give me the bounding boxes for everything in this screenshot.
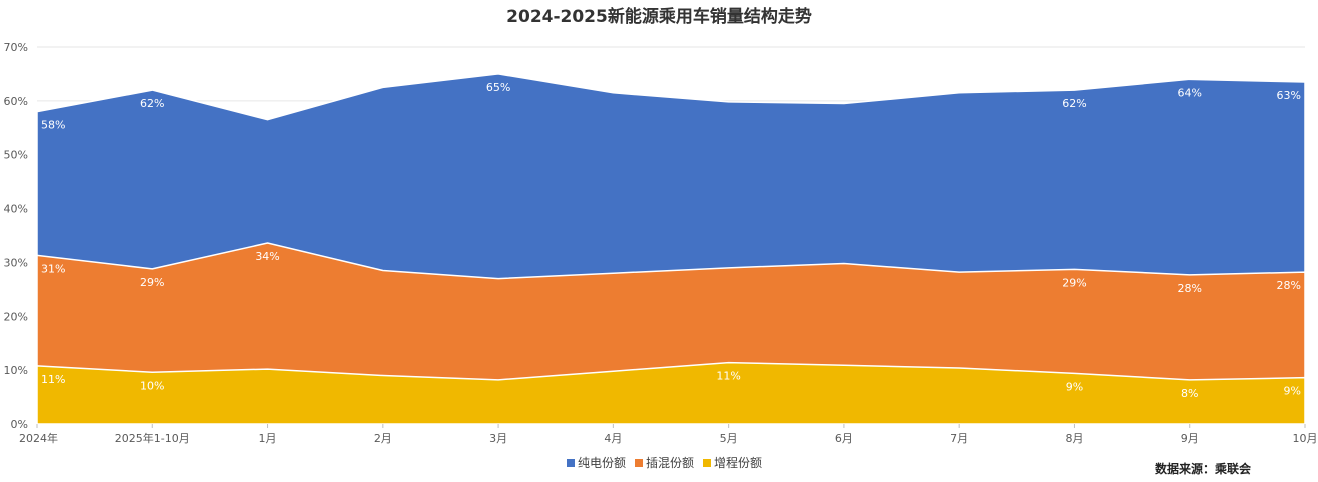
- x-tick-label: 10月: [1293, 432, 1318, 445]
- y-tick-label: 10%: [4, 364, 28, 377]
- data-label: 31%: [41, 262, 65, 275]
- x-tick-label: 5月: [720, 432, 738, 445]
- series-area-3: [36, 361, 1306, 425]
- data-label: 62%: [140, 97, 164, 110]
- x-tick-label: 2025年1-10月: [115, 431, 190, 445]
- x-tick-label: 2月: [374, 432, 392, 445]
- legend-swatch: [635, 459, 643, 467]
- x-tick-label: 8月: [1065, 432, 1083, 445]
- data-label: 34%: [255, 250, 279, 263]
- data-label: 28%: [1277, 279, 1301, 292]
- data-label: 63%: [1277, 89, 1301, 102]
- x-tick-label: 3月: [489, 432, 507, 445]
- data-label: 29%: [140, 276, 164, 289]
- data-label: 64%: [1178, 86, 1202, 99]
- data-label: 28%: [1178, 282, 1202, 295]
- data-label: 11%: [41, 373, 65, 386]
- data-label: 62%: [1062, 97, 1086, 110]
- chart-title: 2024-2025新能源乘用车销量结构走势: [506, 6, 812, 27]
- legend-swatch: [703, 459, 711, 467]
- y-tick-label: 0%: [11, 418, 28, 431]
- legend-label: 插混份额: [646, 456, 694, 470]
- x-tick-label: 6月: [835, 432, 853, 445]
- data-label: 11%: [716, 370, 740, 383]
- legend: 纯电份额 插混份额 增程份额: [567, 455, 762, 470]
- data-labels: 58% 62% 65% 62% 64% 63% 31% 29% 34% 29% 28% 28% 11% 1…: [41, 81, 1301, 400]
- x-tick-label: 1月: [259, 432, 277, 445]
- legend-label: 增程份额: [714, 455, 762, 470]
- y-tick-label: 30%: [4, 256, 28, 269]
- y-tick-label: 40%: [4, 203, 28, 216]
- data-label: 9%: [1284, 385, 1301, 398]
- legend-swatch: [567, 459, 575, 467]
- legend-label: 纯电份额: [578, 456, 626, 470]
- x-tick-label: 4月: [604, 432, 622, 445]
- y-tick-label: 60%: [4, 95, 28, 108]
- data-label: 8%: [1181, 387, 1198, 400]
- x-tick-label: 2024年: [19, 431, 58, 445]
- data-label: 29%: [1062, 276, 1086, 289]
- data-label: 58%: [41, 119, 65, 132]
- y-tick-label: 50%: [4, 149, 28, 162]
- data-label: 9%: [1066, 380, 1083, 393]
- x-axis: 2024年 2025年1-10月 1月 2月 3月 4月 5月 6月 7月 8月 9月 10月: [19, 424, 1318, 445]
- data-label: 65%: [486, 81, 510, 94]
- y-tick-label: 70%: [4, 41, 28, 54]
- y-tick-label: 20%: [4, 310, 28, 323]
- series-areas: [36, 73, 1306, 425]
- x-tick-label: 7月: [950, 432, 968, 445]
- y-axis: 0% 10% 20% 30% 40% 50% 60% 70%: [4, 41, 28, 431]
- x-tick-label: 9月: [1181, 432, 1199, 445]
- source-note: 数据来源：乘联会: [1155, 461, 1252, 476]
- data-label: 10%: [140, 379, 164, 392]
